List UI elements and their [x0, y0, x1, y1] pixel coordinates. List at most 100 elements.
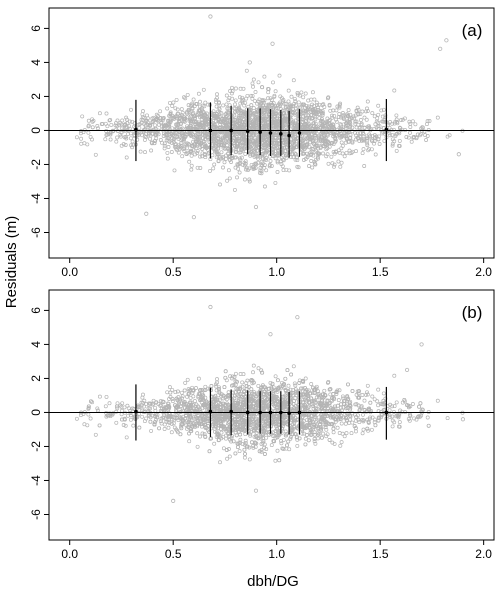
- residual-point: [319, 425, 323, 430]
- residual-point: [152, 141, 157, 146]
- residual-point: [189, 123, 193, 128]
- outlier-point: [456, 152, 461, 157]
- residual-point: [233, 98, 238, 103]
- residual-point: [240, 380, 245, 385]
- residual-point: [265, 404, 270, 409]
- residual-point: [261, 436, 265, 441]
- residual-point: [247, 177, 252, 182]
- residual-point: [316, 152, 321, 157]
- residual-point: [195, 431, 200, 436]
- residual-point: [242, 117, 247, 122]
- residual-point: [299, 419, 304, 424]
- residual-point: [219, 150, 224, 155]
- residual-point: [372, 114, 377, 119]
- residual-point: [162, 427, 167, 431]
- residual-point: [86, 412, 91, 417]
- residual-point: [99, 122, 104, 126]
- residual-point: [381, 391, 386, 396]
- residual-point: [189, 120, 194, 125]
- residual-point: [131, 142, 136, 147]
- residual-point: [319, 435, 324, 440]
- residual-point: [342, 434, 347, 439]
- residual-point: [252, 426, 257, 431]
- residual-point: [171, 100, 176, 105]
- residual-point: [248, 394, 253, 399]
- residual-point: [291, 388, 296, 393]
- residual-point: [232, 187, 237, 192]
- residual-point: [249, 93, 253, 98]
- residual-point: [413, 122, 418, 127]
- residual-point: [161, 124, 166, 129]
- residual-point: [123, 423, 128, 428]
- residual-point: [263, 430, 268, 435]
- residual-point: [320, 103, 325, 107]
- residual-point: [390, 414, 395, 419]
- residual-point: [242, 455, 247, 460]
- residual-point: [273, 417, 278, 422]
- residual-point: [142, 398, 147, 403]
- residual-point: [155, 415, 160, 420]
- residual-point: [233, 86, 238, 91]
- residual-point: [230, 96, 235, 101]
- residual-point: [253, 90, 258, 94]
- residual-point: [142, 404, 147, 409]
- residual-point: [226, 106, 231, 111]
- residual-point: [361, 418, 366, 423]
- residual-point: [321, 151, 325, 156]
- residual-point: [237, 449, 242, 454]
- residual-point: [181, 133, 186, 138]
- residual-point: [279, 162, 284, 166]
- residual-point: [196, 132, 201, 137]
- residual-point: [261, 100, 266, 105]
- residual-point: [289, 428, 294, 433]
- residual-point: [387, 126, 392, 130]
- residual-point: [373, 152, 378, 157]
- residual-point: [356, 389, 361, 394]
- residual-point: [243, 161, 248, 166]
- residual-point: [166, 425, 171, 430]
- residual-point: [420, 125, 425, 130]
- class-mean-point: [229, 128, 233, 133]
- residual-point: [261, 156, 265, 161]
- residual-point: [368, 400, 373, 405]
- residual-point: [376, 120, 381, 125]
- residual-point: [307, 391, 312, 396]
- residual-point: [207, 449, 212, 454]
- residual-point: [445, 416, 450, 421]
- residual-point: [256, 99, 261, 104]
- residual-point: [226, 98, 231, 103]
- residual-point: [321, 431, 325, 436]
- residual-point: [93, 432, 98, 437]
- residual-point: [221, 130, 226, 135]
- residual-point: [291, 364, 296, 369]
- residual-point: [357, 126, 362, 131]
- residual-point: [229, 91, 234, 96]
- residual-point: [196, 376, 201, 381]
- residual-point: [328, 415, 333, 420]
- residual-point: [281, 134, 286, 139]
- residual-point: [191, 148, 196, 153]
- residual-point: [240, 95, 245, 100]
- residual-point: [236, 399, 241, 403]
- residual-point: [289, 372, 294, 377]
- residual-point: [254, 141, 259, 146]
- residual-point: [274, 111, 279, 116]
- residual-point: [258, 433, 263, 438]
- residual-point: [242, 177, 247, 182]
- residual-point: [262, 411, 267, 416]
- residual-point: [218, 460, 222, 465]
- residual-point: [158, 419, 163, 424]
- residual-point: [303, 156, 308, 161]
- residual-point: [253, 444, 258, 449]
- residual-point: [217, 398, 222, 403]
- residual-point: [252, 145, 257, 150]
- residual-point: [215, 92, 219, 97]
- residual-point: [312, 398, 316, 403]
- residual-point: [175, 122, 180, 127]
- panel-label: (a): [462, 21, 483, 40]
- residual-point: [236, 166, 241, 171]
- residual-point: [267, 164, 272, 169]
- residual-point: [166, 145, 171, 149]
- residual-point: [372, 397, 377, 402]
- residual-point: [184, 146, 189, 151]
